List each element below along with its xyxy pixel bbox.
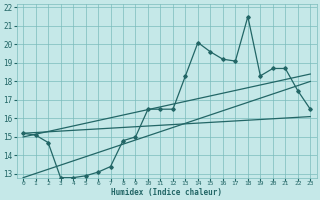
X-axis label: Humidex (Indice chaleur): Humidex (Indice chaleur) xyxy=(111,188,222,197)
